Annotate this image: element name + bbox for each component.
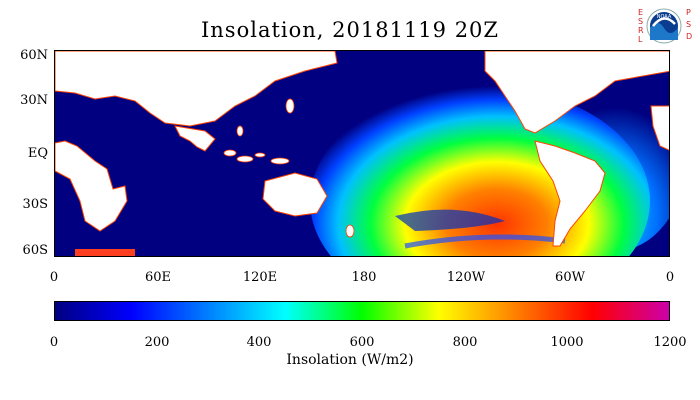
island [223,149,237,157]
island [254,152,266,158]
australia [262,172,328,217]
lon-label: 120E [242,270,278,285]
india [174,125,216,152]
island [345,224,355,238]
lon-label: 180 [351,270,377,285]
logo-letter: E [638,8,643,17]
island [270,157,290,165]
logo-badge-text: NOAA [657,14,672,20]
island [236,155,254,163]
lon-label: 60W [555,270,585,285]
colorbar-tick: 1200 [653,335,687,350]
logo-letter: S [686,20,691,29]
lon-label: 0 [665,270,675,285]
colorbar-tick: 800 [452,335,478,350]
lat-label: 30N [20,93,48,108]
landmasses [55,51,669,247]
colorbar-tick: 200 [144,335,170,350]
colorbar-tick: 1000 [550,335,584,350]
noaa-esrl-psd-logo: E S R L NOAA P S D [638,8,692,44]
island [285,98,295,114]
south-america [534,140,606,247]
lon-label: 60E [144,270,172,285]
colorbar-tick: 400 [246,335,272,350]
logo-letter: L [638,35,643,44]
cloud-band [404,234,566,249]
colorbar-tick: 0 [49,335,59,350]
lon-label: 120W [446,270,486,285]
eurasia [55,51,338,127]
lat-label: 60S [22,243,48,258]
logo-letter: P [686,8,691,17]
map-title: Insolation, 20181119 20Z [200,18,500,42]
north-america [484,51,669,134]
island [236,125,244,137]
logo-letter: D [686,32,692,41]
africa [55,140,128,232]
lon-label: 0 [49,270,59,285]
colorbar-label: Insolation (W/m2) [286,352,414,368]
lat-label: 30S [22,197,48,212]
logo-letter: R [638,26,644,35]
insolation-map [54,50,670,257]
lat-label: EQ [27,146,48,161]
logo-letter: S [638,17,643,26]
lat-label: 60N [20,48,48,63]
europe-west [650,105,669,151]
cloud-band [395,209,505,231]
colorbar-tick: 600 [349,335,375,350]
map-canvas [55,51,669,256]
islands [223,98,355,238]
antarctica-sunlit [75,249,135,256]
colorbar [54,301,670,321]
